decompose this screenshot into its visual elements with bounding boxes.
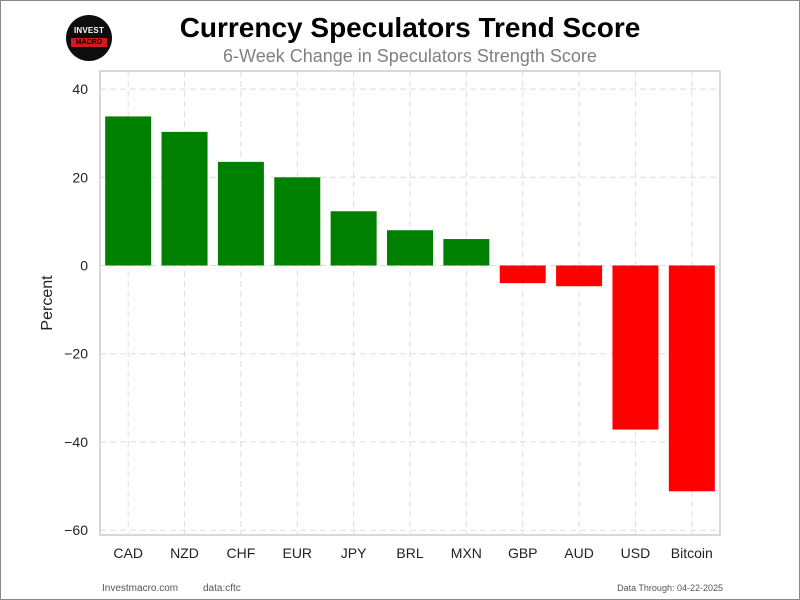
- bar-cad: [105, 116, 152, 266]
- y-axis-label: Percent: [39, 275, 56, 331]
- bar-gbp: [499, 265, 546, 284]
- bar-brl: [387, 230, 433, 266]
- footer-site: Investmacro.com: [102, 583, 179, 594]
- y-tick-label: −40: [64, 434, 88, 450]
- y-tick-label: 20: [72, 169, 88, 185]
- bar-chf: [217, 161, 264, 266]
- bar-aud: [556, 265, 603, 287]
- y-tick-label: −60: [64, 522, 88, 538]
- x-tick-label: MXN: [451, 545, 482, 561]
- x-tick-label: CHF: [227, 545, 256, 561]
- bar-mxn: [443, 239, 490, 266]
- bar-nzd: [161, 131, 208, 266]
- bar-usd: [612, 265, 659, 430]
- bar-eur: [274, 177, 321, 266]
- x-tick-label: USD: [621, 545, 651, 561]
- y-tick-label: 40: [72, 81, 88, 97]
- logo-text-invest: INVEST: [73, 26, 105, 35]
- y-tick-label: −20: [64, 346, 88, 362]
- bar-jpy: [330, 211, 377, 266]
- chart-title: Currency Speculators Trend Score: [179, 12, 641, 43]
- footer-data-through: Data Through: 04-22-2025: [617, 583, 723, 593]
- x-tick-label: JPY: [341, 545, 367, 561]
- x-tick-label: CAD: [113, 545, 143, 561]
- x-tick-label: Bitcoin: [671, 545, 713, 561]
- plot-frame: [99, 70, 721, 536]
- footer-source: data:cftc: [203, 583, 241, 594]
- x-tick-label: BRL: [396, 545, 423, 561]
- x-tick-label: GBP: [508, 545, 538, 561]
- logo-text-macro: MACRO: [71, 38, 107, 47]
- bar-bitcoin: [668, 265, 715, 492]
- x-tick-label: EUR: [282, 545, 312, 561]
- chart-subtitle: 6-Week Change in Speculators Strength Sc…: [223, 46, 597, 66]
- x-tick-label: NZD: [170, 545, 199, 561]
- investmacro-logo: INVEST MACRO: [66, 15, 112, 61]
- x-tick-label: AUD: [564, 545, 594, 561]
- y-tick-label: 0: [80, 258, 88, 274]
